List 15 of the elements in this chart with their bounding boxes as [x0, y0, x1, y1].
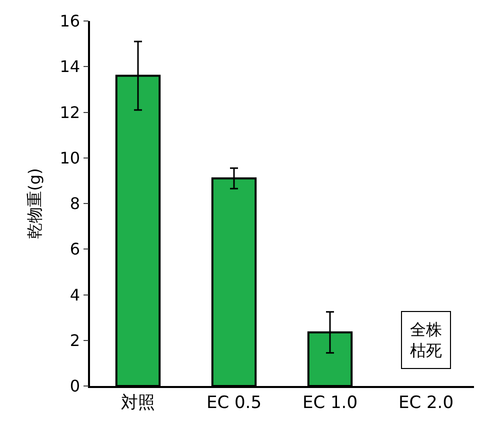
y-tick-label: 6	[70, 240, 80, 259]
x-tick-label: 対照	[121, 393, 155, 414]
y-tick-label: 14	[60, 57, 80, 76]
y-tick-label: 12	[60, 102, 80, 122]
x-tick-label: EC 1.0	[302, 393, 358, 414]
x-tick-label: EC 0.5	[206, 393, 262, 414]
x-tick-label: EC 2.0	[398, 393, 454, 414]
y-tick-label: 16	[60, 12, 80, 31]
y-axis-title: 乾物重(g)	[25, 168, 44, 239]
y-tick-label: 8	[70, 194, 80, 214]
y-tick-label: 2	[70, 330, 80, 350]
y-tick-label: 0	[70, 376, 80, 396]
y-tick-label: 4	[70, 285, 80, 304]
y-tick-label: 10	[60, 148, 80, 168]
annotation: 全株枯死	[410, 320, 442, 360]
